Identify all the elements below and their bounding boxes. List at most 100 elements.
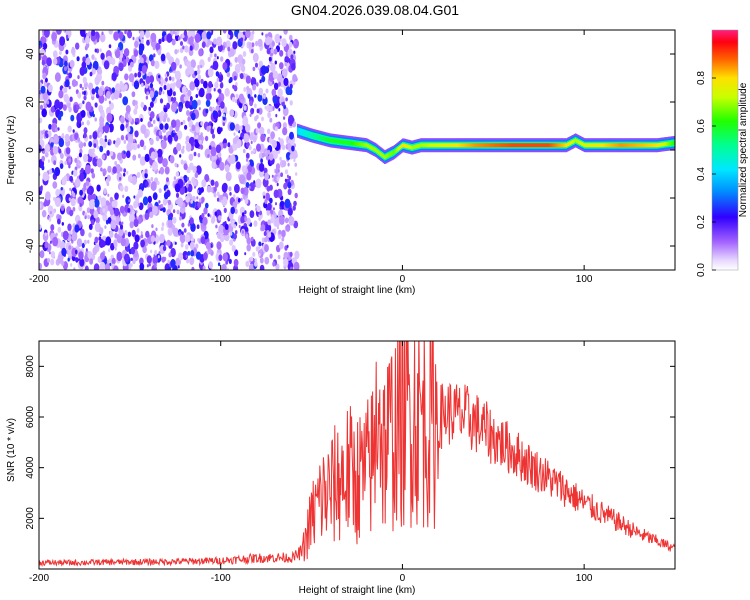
track-cell (510, 143, 512, 148)
noise-blob (137, 217, 142, 224)
track-cell (420, 143, 422, 148)
noise-blob (267, 219, 271, 226)
noise-blob (142, 245, 147, 254)
noise-blob (209, 214, 212, 218)
noise-blob (52, 145, 59, 155)
track-cell (626, 143, 628, 148)
noise-blob (85, 101, 92, 112)
track-cell (572, 140, 574, 144)
track-cell (577, 139, 579, 144)
track-cell (585, 143, 587, 148)
noise-blob (102, 141, 107, 149)
noise-blob (162, 245, 167, 252)
noise-blob (258, 87, 264, 96)
noise-blob (159, 114, 164, 122)
noise-blob (216, 36, 223, 47)
noise-blob (187, 222, 191, 227)
noise-blob (69, 175, 73, 182)
noise-blob (121, 221, 124, 225)
noise-blob (153, 262, 157, 268)
noise-blob (252, 136, 257, 143)
noise-blob (169, 212, 174, 219)
noise-blob (96, 184, 101, 192)
noise-blob (287, 181, 292, 189)
noise-blob (178, 231, 181, 236)
noise-blob (276, 225, 279, 230)
colorbar-gradient (712, 30, 738, 270)
track-cell (482, 143, 484, 148)
noise-blob (213, 87, 216, 92)
noise-blob (258, 162, 265, 172)
noise-blob (231, 96, 236, 103)
track-cell (371, 145, 373, 150)
noise-blob (173, 134, 179, 142)
noise-blob (211, 123, 214, 127)
noise-blob (245, 260, 250, 268)
noise-blob (208, 81, 213, 89)
noise-blob (185, 142, 192, 152)
track-cell (298, 129, 300, 134)
noise-blob (39, 53, 42, 61)
noise-blob (177, 197, 184, 208)
noise-blob (118, 31, 124, 40)
noise-blob (291, 63, 296, 71)
noise-blob (183, 30, 188, 36)
noise-blob (154, 60, 160, 69)
noise-blob (146, 91, 149, 96)
noise-blob (168, 76, 172, 81)
noise-blob (140, 124, 147, 134)
noise-blob (131, 209, 136, 216)
track-cell (612, 143, 614, 148)
noise-blob (174, 183, 181, 193)
noise-blob (134, 40, 139, 48)
noise-blob (263, 231, 267, 237)
noise-blob (205, 241, 211, 250)
noise-blob (101, 31, 104, 35)
noise-blob (176, 209, 180, 215)
track-cell (475, 143, 477, 148)
noise-blob (197, 201, 202, 208)
noise-blob (181, 33, 185, 38)
noise-blob (191, 266, 195, 270)
noise-blob (127, 30, 133, 39)
noise-blob (84, 164, 91, 175)
track-cell (423, 143, 425, 148)
track-cell (299, 129, 301, 134)
noise-blob (88, 223, 93, 230)
noise-blob (184, 234, 190, 243)
track-cell (336, 139, 338, 144)
noise-blob (221, 109, 224, 113)
noise-blob (59, 50, 62, 56)
noise-blob (123, 168, 127, 173)
track-cell (501, 143, 503, 148)
noise-blob (131, 142, 134, 146)
noise-blob (240, 37, 244, 43)
track-cell (496, 143, 498, 148)
noise-blob (158, 204, 161, 210)
noise-blob (44, 77, 48, 83)
track-cell (542, 143, 544, 148)
noise-blob (76, 156, 80, 160)
noise-blob (264, 198, 268, 205)
noise-blob (200, 187, 204, 193)
track-cell (439, 143, 441, 148)
track-cell (628, 143, 630, 148)
y-tick-label: 40 (25, 48, 36, 60)
noise-blob (90, 168, 94, 174)
noise-blob (215, 159, 220, 166)
noise-blob (133, 195, 136, 199)
track-cell (428, 143, 430, 148)
noise-blob (111, 87, 116, 93)
track-cell (590, 143, 592, 148)
noise-blob (74, 224, 80, 233)
noise-blob (252, 84, 257, 91)
noise-blob (134, 72, 138, 78)
track-cell (645, 143, 647, 148)
track-cell (471, 143, 473, 148)
noise-blob (52, 50, 58, 59)
track-cell (554, 143, 556, 148)
noise-blob (289, 251, 293, 257)
noise-blob (149, 211, 154, 219)
track-cell (445, 143, 447, 148)
track-cell (627, 143, 629, 148)
